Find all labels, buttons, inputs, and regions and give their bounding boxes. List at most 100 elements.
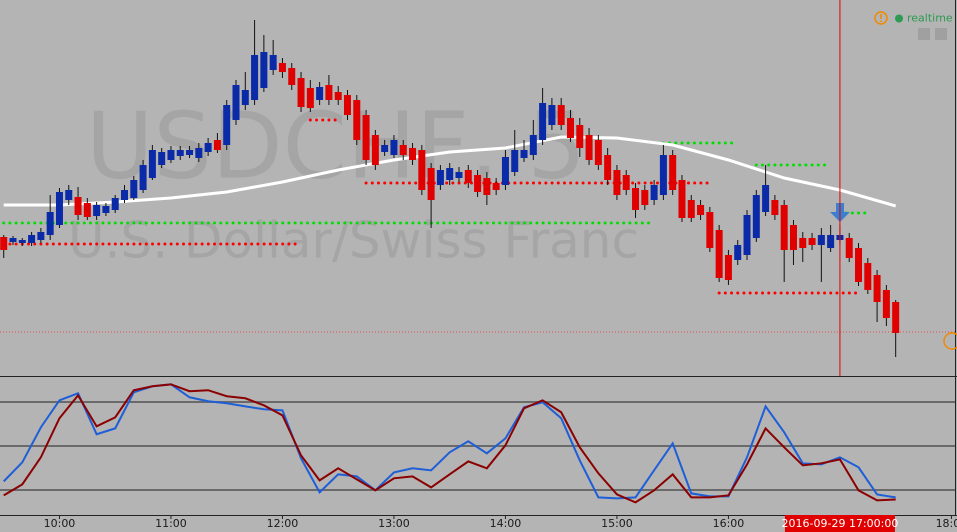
candle-body (251, 55, 259, 100)
candle-body (436, 170, 444, 185)
candle-body (594, 140, 602, 165)
candle-body (446, 168, 454, 180)
candle-body (520, 150, 528, 158)
candle-body (288, 68, 296, 85)
candle-body (158, 152, 166, 165)
candle-body (362, 115, 370, 160)
candle-body (306, 88, 314, 108)
candle-body (715, 230, 723, 278)
status-text: realtime (907, 12, 953, 25)
candle-body (409, 148, 417, 160)
candle-body (260, 52, 268, 88)
candle-body (74, 197, 82, 215)
candle-body (427, 168, 435, 200)
candle-body (855, 248, 863, 282)
candle-body (334, 92, 342, 100)
candle-body (121, 190, 129, 200)
candle-body (864, 263, 872, 290)
candle-body (752, 195, 760, 238)
candle-body (576, 125, 584, 148)
candle-body (0, 237, 8, 250)
candle-body (511, 150, 519, 172)
candle-body (641, 190, 649, 205)
candle-body (687, 200, 695, 218)
x-tick-label: 10:00 (44, 517, 76, 530)
candle-body (83, 203, 91, 217)
candle-body (706, 212, 714, 248)
candle-body (817, 235, 825, 245)
candle-body (139, 165, 147, 190)
candle-body (46, 212, 54, 235)
candle-body (743, 215, 751, 255)
candle-body (418, 150, 426, 190)
candle-body (659, 155, 667, 195)
candle-body (371, 135, 379, 165)
candle-body (102, 206, 110, 213)
alert-icon[interactable] (874, 11, 888, 25)
candle-body (343, 95, 351, 115)
candle-body (632, 188, 640, 210)
candle-body (845, 238, 853, 258)
candle-body (213, 140, 221, 150)
candle-body (557, 105, 565, 125)
candle-body (501, 157, 509, 185)
candle-body (269, 55, 277, 70)
candle-body (241, 90, 249, 105)
price-marker-icon[interactable] (943, 332, 957, 350)
crosshair-label-box (784, 515, 895, 532)
candle-body (28, 235, 36, 243)
candle-body (9, 238, 17, 242)
x-tick-label: 15:00 (601, 517, 633, 530)
candle-body (148, 150, 156, 178)
candle-body (18, 240, 26, 243)
x-tick-label: 12:00 (267, 517, 299, 530)
candle-body (37, 232, 45, 240)
candle-body (204, 143, 212, 152)
candle-body (195, 148, 203, 158)
panel-button[interactable] (935, 28, 947, 40)
candle-body (529, 135, 537, 155)
candle-body (678, 180, 686, 218)
x-tick-label: 14:00 (490, 517, 522, 530)
candle-body (799, 238, 807, 248)
candle-body (622, 175, 630, 190)
x-tick-label: 16:00 (713, 517, 745, 530)
candle-body (464, 170, 472, 183)
candle-body (297, 78, 305, 107)
candle-body (390, 140, 398, 155)
candle-body (613, 170, 621, 195)
candle-body (604, 155, 612, 180)
oscillator-panel (0, 383, 955, 504)
panel-button[interactable] (918, 28, 930, 40)
candle-body (566, 118, 574, 138)
status-dot (895, 14, 903, 23)
candle-body (278, 63, 286, 72)
watermark-name: U.S. Dollar/Swiss Franc (68, 212, 639, 270)
candle-body (539, 103, 547, 140)
candle-body (223, 105, 231, 145)
alert-icon-mark (880, 14, 882, 19)
candle-body (455, 172, 463, 178)
candle-body (93, 205, 101, 216)
candle-body (771, 200, 779, 215)
alert-icon-dot (880, 20, 882, 23)
candle-body (316, 87, 324, 100)
price-panel (0, 20, 957, 357)
oscillator-line (3, 383, 896, 504)
candle-body (55, 192, 63, 225)
candle-body (808, 238, 816, 245)
candle-body (585, 135, 593, 160)
candle-body (65, 190, 73, 200)
x-tick-label: 18:00 (936, 517, 957, 530)
candle-body (176, 150, 184, 156)
candle-body (734, 245, 742, 260)
candle-body (325, 85, 333, 100)
candle-body (186, 150, 194, 155)
candle-body (697, 205, 705, 215)
candle-body (789, 225, 797, 250)
x-tick-label: 11:00 (155, 517, 187, 530)
candle-body (882, 290, 890, 318)
